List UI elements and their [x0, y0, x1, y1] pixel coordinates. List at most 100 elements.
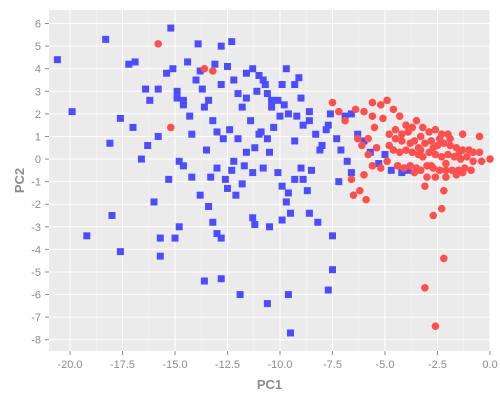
x-tick-label: -17.5 [110, 359, 135, 371]
data-point [154, 85, 162, 93]
data-point [213, 164, 221, 172]
data-point [295, 74, 303, 82]
data-point [253, 87, 261, 95]
data-point [305, 209, 313, 217]
data-point [249, 214, 257, 222]
data-point [221, 175, 229, 183]
data-point [387, 166, 395, 174]
data-point [173, 94, 181, 102]
data-point [358, 141, 366, 150]
data-point [266, 223, 273, 231]
data-point [421, 182, 429, 190]
data-point [469, 148, 478, 157]
data-point [469, 157, 478, 166]
data-point [209, 117, 217, 125]
data-point [423, 173, 431, 181]
data-point [305, 117, 313, 125]
data-point [207, 173, 215, 181]
data-point [383, 96, 391, 105]
y-tick-label: 2 [35, 109, 41, 121]
data-point [163, 69, 171, 77]
data-point [431, 322, 440, 330]
data-point [431, 125, 440, 134]
data-point [446, 134, 454, 143]
y-tick-label: -1 [31, 177, 41, 189]
data-point [446, 141, 454, 150]
data-point [226, 126, 234, 134]
data-point [167, 123, 175, 132]
data-point [377, 101, 385, 109]
data-point [234, 135, 242, 143]
data-point [234, 90, 242, 98]
data-point [238, 180, 246, 188]
plot-background [49, 10, 490, 351]
data-point [389, 105, 398, 114]
data-point [467, 166, 475, 175]
data-point [259, 164, 267, 172]
y-tick-label: -4 [31, 244, 41, 256]
data-point [156, 252, 164, 260]
data-point [196, 191, 204, 199]
data-point [412, 116, 421, 125]
data-point [406, 162, 415, 170]
data-point [205, 202, 213, 210]
data-point [429, 143, 438, 152]
data-point [402, 146, 410, 154]
data-point [291, 137, 299, 145]
data-points [53, 24, 494, 337]
data-point [318, 141, 326, 149]
data-point [316, 146, 324, 154]
data-point [282, 65, 290, 73]
data-point [444, 150, 452, 159]
data-point [224, 184, 231, 192]
y-axis-label: PC2 [12, 168, 27, 193]
data-point [169, 65, 177, 73]
data-point [173, 87, 181, 95]
data-point [419, 152, 427, 161]
data-point [458, 130, 467, 139]
data-point [213, 230, 221, 238]
data-point [278, 216, 286, 224]
data-point [200, 277, 208, 285]
data-point [238, 103, 246, 111]
y-tick-label: -5 [31, 267, 41, 279]
data-point [442, 173, 450, 181]
x-tick-label: -12.5 [215, 359, 240, 371]
y-tick-label: -3 [31, 222, 41, 234]
data-point [347, 175, 356, 184]
data-point [219, 135, 227, 143]
data-point [475, 148, 484, 157]
data-point [287, 209, 294, 217]
data-point [435, 134, 444, 143]
data-point [106, 139, 114, 147]
data-point [329, 266, 336, 274]
data-point [299, 175, 307, 183]
data-point [242, 94, 250, 102]
data-point [263, 90, 271, 98]
data-point [217, 234, 225, 242]
data-point [249, 65, 257, 73]
data-point [144, 141, 152, 149]
data-point [421, 283, 429, 292]
x-tick-label: -5.0 [376, 359, 395, 371]
data-point [203, 146, 210, 154]
data-point [475, 132, 484, 141]
data-point [259, 76, 267, 84]
data-point [274, 96, 282, 104]
data-point [154, 132, 162, 140]
data-point [192, 76, 200, 84]
data-point [375, 160, 383, 168]
data-point [347, 110, 355, 118]
data-point [184, 58, 192, 66]
data-point [276, 112, 284, 120]
data-point [213, 128, 221, 136]
data-point [131, 58, 139, 66]
data-point [268, 96, 276, 104]
y-tick-label: -7 [31, 312, 41, 324]
data-point [102, 35, 110, 43]
data-point [353, 134, 362, 143]
data-point [228, 166, 236, 174]
data-point [435, 166, 444, 175]
data-point [156, 234, 164, 242]
data-point [211, 60, 219, 68]
